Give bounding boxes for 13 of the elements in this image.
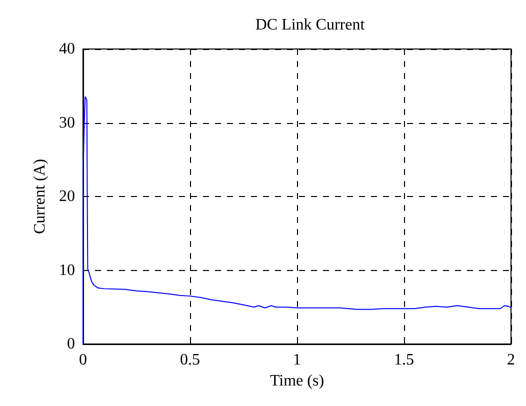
y-tick-label: 20 bbox=[59, 188, 75, 205]
x-tick-label: 2 bbox=[507, 352, 515, 368]
x-tick-label: 1 bbox=[293, 352, 301, 368]
x-tick-label: 0.5 bbox=[180, 352, 200, 368]
y-axis-title: Current (A) bbox=[32, 158, 49, 234]
y-tick-label: 0 bbox=[67, 336, 75, 352]
y-tick-label: 30 bbox=[59, 114, 75, 132]
x-tick-label: 1.5 bbox=[394, 352, 414, 368]
y-tick-label: 40 bbox=[59, 40, 75, 58]
x-axis-title: Time (s) bbox=[270, 372, 324, 390]
chart-title: DC Link Current bbox=[255, 16, 366, 34]
y-tick-label: 10 bbox=[59, 262, 75, 279]
x-tick-label: 0 bbox=[79, 352, 87, 368]
